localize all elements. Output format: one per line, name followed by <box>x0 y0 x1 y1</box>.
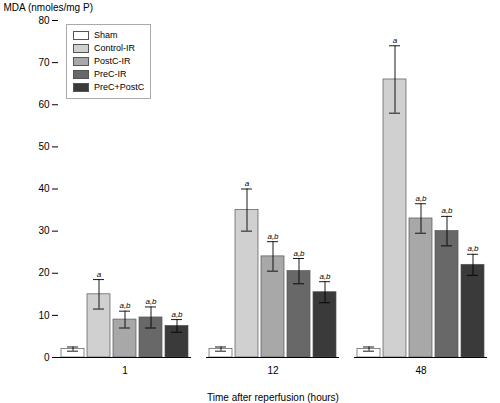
svg-text:a,b: a,b <box>145 297 157 306</box>
svg-text:a,b: a,b <box>415 194 427 203</box>
svg-text:50: 50 <box>38 141 50 152</box>
svg-text:a,b: a,b <box>319 272 331 281</box>
svg-text:60: 60 <box>38 99 50 110</box>
svg-text:a,b: a,b <box>441 206 453 215</box>
svg-text:a,b: a,b <box>467 244 479 253</box>
html-text:PreC-IR: PreC-IR <box>94 69 127 79</box>
html-text:PreC+PostC: PreC+PostC <box>94 82 145 92</box>
svg-text:Time after reperfusion (hours): Time after reperfusion (hours) <box>207 392 339 403</box>
svg-text:a,b: a,b <box>119 301 131 310</box>
svg-text:10: 10 <box>38 310 50 321</box>
html-text:PostC-IR: PostC-IR <box>94 56 131 66</box>
svg-text:0: 0 <box>44 352 50 363</box>
svg-text:a: a <box>393 36 398 45</box>
svg-text:12: 12 <box>267 365 279 376</box>
svg-text:a,b: a,b <box>267 232 279 241</box>
svg-text:70: 70 <box>38 57 50 68</box>
svg-text:a,b: a,b <box>171 310 183 319</box>
svg-text:a: a <box>245 179 250 188</box>
svg-text:a,b: a,b <box>293 249 305 258</box>
html-text:Sham: Sham <box>94 30 118 40</box>
html-text:Control-IR: Control-IR <box>94 43 135 53</box>
svg-text:80: 80 <box>38 15 50 26</box>
svg-text:a: a <box>97 270 102 279</box>
svg-text:MDA (nmoles/mg P): MDA (nmoles/mg P) <box>4 2 93 13</box>
svg-text:1: 1 <box>122 365 128 376</box>
svg-text:40: 40 <box>38 183 50 194</box>
svg-text:20: 20 <box>38 267 50 278</box>
svg-text:48: 48 <box>415 365 427 376</box>
svg-text:30: 30 <box>38 225 50 236</box>
